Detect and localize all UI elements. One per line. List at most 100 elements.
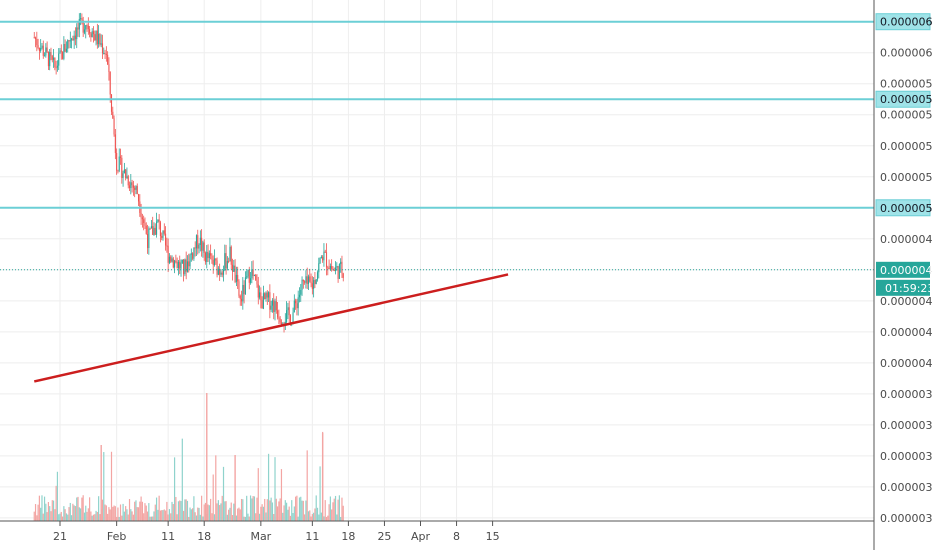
candle-body [327,267,329,269]
volume-bar [188,516,190,521]
candle-body [235,274,237,283]
candle-body [300,290,302,295]
candle-body [333,270,335,272]
volume-bar [55,485,57,521]
volume-bar [338,495,340,521]
volume-bar [226,514,228,521]
trendline-layer[interactable] [33,273,509,383]
volume-bar [288,506,290,521]
volume-bar [125,506,127,521]
candle-body [237,274,239,282]
x-tick-label: Mar [250,530,271,543]
volume-bar [157,509,159,521]
candle-body [141,217,143,220]
volume-bar [296,495,298,521]
volume-bar [316,507,319,521]
volume-bar [192,508,194,521]
candle-body [304,281,306,283]
volume-bar [284,500,286,521]
candle-body [307,276,310,284]
volume-bar [137,507,140,521]
volume-bar [98,496,100,521]
candle-body [201,237,203,251]
candle-body [243,284,245,295]
volume-bar [108,507,110,521]
candle-body [210,253,212,256]
candle-body [50,52,52,57]
x-tick-label: Apr [411,530,431,543]
volume-bar [81,497,83,521]
volume-bar [278,501,280,521]
x-tick-label: 11 [305,530,319,543]
volume-bar [217,500,219,521]
candle-body [54,57,56,68]
candle-body [297,297,299,309]
x-tick-label: 15 [486,530,500,543]
candle-body [216,260,218,275]
candle-body [144,222,146,226]
candle-body [279,318,281,323]
candle-body [185,259,187,272]
volume-bar [46,512,48,521]
candle-body [148,228,150,249]
candle-body [302,279,304,282]
candle-body [73,35,75,41]
candle-body [114,134,116,153]
y-tick-label: 0.00000360 [880,419,932,432]
horizontal-levels[interactable] [0,20,874,271]
volume-bar [293,506,295,521]
volume-bars [33,393,344,521]
level-price-tag [875,90,931,108]
volume-bar [70,515,73,521]
y-tick-label: 0.00000560 [880,109,932,122]
time-axis[interactable]: 21 Feb 11 18 Mar 11 18 25 Apr 8 15 [53,521,500,543]
candle-body [62,51,64,59]
candle-body [150,226,152,229]
candle-body [113,118,115,135]
volume-bar [103,452,105,521]
candle-body [268,292,270,298]
volume-bar [146,511,149,521]
candle-body [221,272,223,275]
countdown-tag [876,279,930,296]
candle-body [89,29,91,34]
volume-bar [123,511,125,521]
candle-body [225,253,227,269]
candle-body [239,295,241,299]
y-tick-label: 0.00000340 [880,450,932,463]
candle-body [131,182,133,186]
volume-bar [310,516,312,521]
candle-body [234,265,236,283]
volume-bar [211,513,213,521]
volume-bar [270,497,272,521]
y-tick-label: 0.00000300 [880,512,932,525]
volume-bar [94,514,96,521]
candle-body [44,55,46,57]
candle-body [311,283,313,289]
candle-body [163,230,165,234]
volume-bar [287,509,289,521]
volume-bar [332,502,334,521]
candle-body [100,43,102,45]
candle-body [250,278,252,283]
volume-bar [243,516,245,521]
volume-bar [242,499,244,521]
candle-body [69,40,71,42]
volume-bar [327,515,329,521]
candle-body [128,185,131,189]
volume-bar [256,497,258,521]
volume-bar [105,505,107,521]
candle-body [81,18,83,21]
volume-bar [220,503,222,521]
candle-body [112,111,114,119]
volume-bar [77,496,79,521]
candle-body [33,37,35,39]
candle-body [135,186,137,190]
volume-bar [42,513,44,521]
volume-bar [230,502,232,521]
candle-body [184,259,186,275]
candle-body [319,258,321,264]
candle-body [313,280,315,289]
volume-bar [149,516,151,521]
